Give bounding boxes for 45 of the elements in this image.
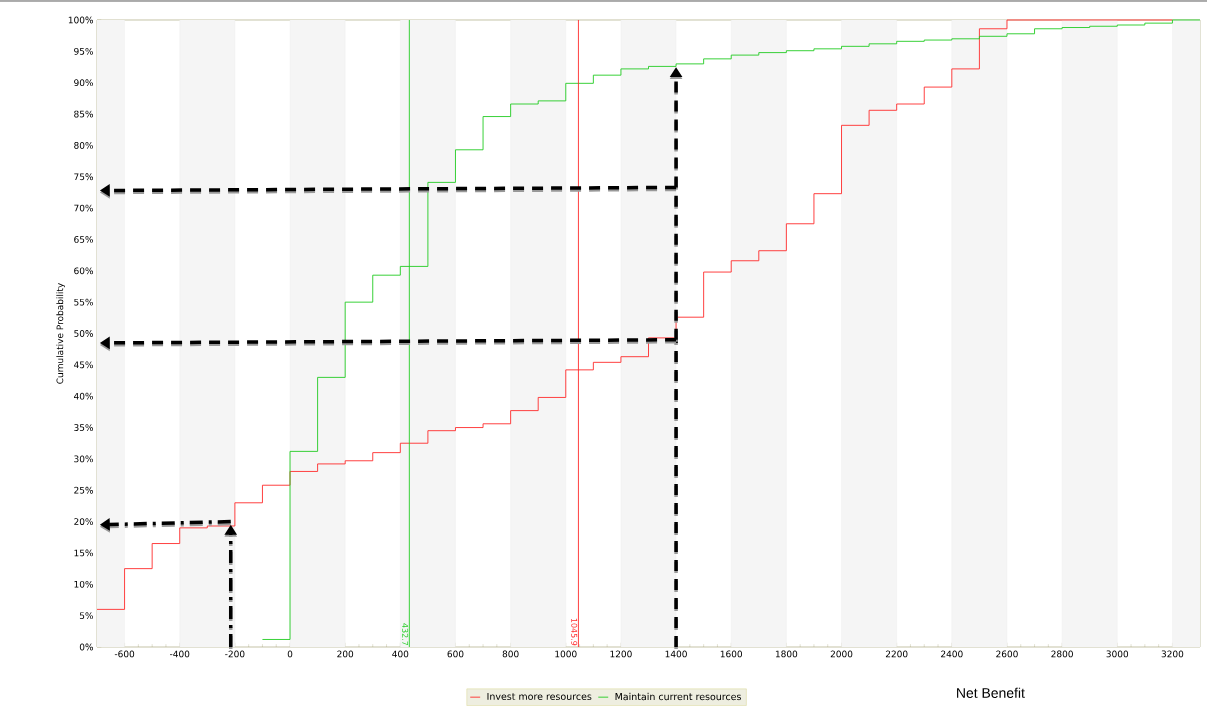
x-tick-label: 2400 <box>941 650 963 658</box>
y-tick-label: 25% <box>74 486 93 494</box>
x-tick-label: -400 <box>169 650 190 658</box>
y-tick-label: 95% <box>74 47 93 55</box>
y-tick-label: 5% <box>79 612 93 620</box>
x-tick-label: 2800 <box>1051 650 1073 658</box>
x-tick-label: 2200 <box>885 650 908 658</box>
x-tick-label: 1800 <box>775 650 798 658</box>
legend-label: Maintain current resources <box>615 692 741 701</box>
y-axis-title: Cumulative Probability <box>56 283 65 384</box>
y-tick-label: 50% <box>74 330 93 337</box>
x-tick-label: 1200 <box>610 650 632 658</box>
x-tick-label: 1000 <box>555 650 577 658</box>
y-tick-label: 65% <box>74 236 93 243</box>
y-tick-label: 90% <box>74 79 93 87</box>
y-tick-label: 80% <box>74 142 93 149</box>
x-tick-label: 2600 <box>996 650 1018 658</box>
x-tick-label: 3200 <box>1161 650 1184 658</box>
x-tick-label: -200 <box>225 650 245 658</box>
y-tick-label: 40% <box>73 392 93 400</box>
y-tick-label: 85% <box>74 110 93 118</box>
x-tick-label: 3000 <box>1106 650 1129 658</box>
legend-label: Invest more resources <box>487 692 592 701</box>
y-tick-label: 100% <box>68 16 93 24</box>
x-axis-title: Net Benefit <box>957 687 1025 698</box>
x-tick-label: 600 <box>447 650 464 658</box>
x-tick-label: 0 <box>287 650 293 658</box>
y-tick-label: 55% <box>74 298 93 306</box>
x-tick-label: 1400 <box>665 650 687 658</box>
y-tick-label: 60% <box>74 267 93 275</box>
x-tick-label: 2000 <box>830 650 853 658</box>
y-tick-label: 35% <box>74 424 93 431</box>
y-tick-label: 75% <box>74 173 93 181</box>
y-tick-label: 15% <box>74 549 93 557</box>
x-tick-label: 1600 <box>720 650 743 658</box>
y-tick-label: 0% <box>79 643 93 651</box>
x-tick-label: -600 <box>114 650 135 658</box>
y-tick-label: 10% <box>74 580 93 588</box>
y-tick-label: 30% <box>74 455 93 463</box>
y-tick-label: 70% <box>74 204 93 212</box>
x-tick-label: 800 <box>502 650 519 658</box>
y-tick-label: 20% <box>74 518 93 525</box>
x-tick-label: 200 <box>337 650 354 658</box>
y-tick-label: 45% <box>73 361 93 369</box>
x-tick-label: 400 <box>392 650 409 658</box>
